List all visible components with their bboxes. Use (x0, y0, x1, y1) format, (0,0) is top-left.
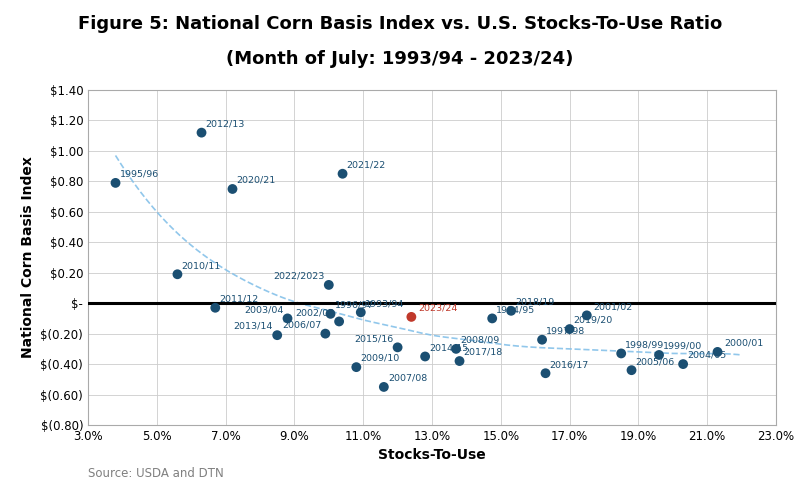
Point (281, 314, 294, 322)
Text: 2001/02: 2001/02 (594, 302, 633, 311)
Text: 2012/13: 2012/13 (206, 120, 245, 128)
Point (271, 331, 284, 339)
Text: 2011/12: 2011/12 (219, 294, 258, 304)
Point (350, 363, 362, 371)
Text: 2002/03: 2002/03 (295, 308, 335, 318)
Point (653, 351, 666, 359)
Point (580, 312, 593, 320)
Text: 2017/18: 2017/18 (464, 348, 503, 357)
Text: 2006/07: 2006/07 (282, 320, 321, 330)
Text: 2013/14: 2013/14 (234, 322, 273, 331)
Text: 2008/09: 2008/09 (460, 336, 499, 344)
Text: 2003/04: 2003/04 (244, 305, 283, 314)
Point (614, 350, 627, 358)
Text: 1998/99: 1998/99 (626, 340, 665, 349)
Text: 2010/11: 2010/11 (182, 261, 221, 270)
Text: 2020/21: 2020/21 (237, 176, 276, 185)
Point (226, 185, 239, 193)
Point (563, 325, 576, 333)
Point (677, 360, 690, 368)
Point (195, 128, 208, 136)
Text: 2022/2023: 2022/2023 (274, 272, 325, 280)
Point (539, 369, 552, 377)
Point (354, 308, 367, 316)
Text: 1996/97: 1996/97 (334, 300, 374, 310)
Point (711, 348, 724, 356)
Point (536, 336, 549, 344)
X-axis label: Stocks-To-Use: Stocks-To-Use (378, 448, 486, 462)
Text: 1999/00: 1999/00 (663, 342, 702, 351)
Text: 2019/20: 2019/20 (574, 316, 613, 325)
Text: 2007/08: 2007/08 (388, 374, 427, 383)
Text: 2005/06: 2005/06 (636, 357, 675, 366)
Point (453, 357, 466, 365)
Text: 2023/24: 2023/24 (418, 304, 458, 312)
Point (333, 318, 346, 326)
Point (450, 345, 462, 353)
Y-axis label: National Corn Basis Index: National Corn Basis Index (21, 156, 35, 358)
Point (319, 330, 332, 338)
Point (625, 366, 638, 374)
Point (171, 270, 184, 278)
Text: 2014/15: 2014/15 (430, 344, 469, 352)
Text: 1995/96: 1995/96 (120, 170, 159, 178)
Text: 2015/16: 2015/16 (354, 334, 394, 343)
Text: Figure 5: National Corn Basis Index vs. U.S. Stocks-To-Use Ratio: Figure 5: National Corn Basis Index vs. … (78, 15, 722, 33)
Text: 1997/98: 1997/98 (546, 326, 586, 336)
Point (378, 383, 390, 391)
Text: 2021/22: 2021/22 (346, 160, 386, 170)
Point (405, 313, 418, 321)
Text: 1993/94: 1993/94 (365, 299, 404, 308)
Point (486, 314, 498, 322)
Point (418, 352, 431, 360)
Point (336, 170, 349, 178)
Text: 2009/10: 2009/10 (361, 354, 400, 363)
Text: 2018/19: 2018/19 (515, 298, 554, 306)
Text: 2004/05: 2004/05 (687, 351, 726, 360)
Point (324, 310, 337, 318)
Text: 2000/01: 2000/01 (725, 338, 764, 347)
Text: Source: USDA and DTN: Source: USDA and DTN (88, 467, 224, 480)
Text: 2016/17: 2016/17 (550, 360, 589, 369)
Point (391, 344, 404, 351)
Point (322, 281, 335, 289)
Point (209, 304, 222, 312)
Point (109, 179, 122, 187)
Text: 1994/95: 1994/95 (496, 305, 536, 314)
Text: (Month of July: 1993/94 - 2023/24): (Month of July: 1993/94 - 2023/24) (226, 50, 574, 68)
Point (505, 307, 518, 315)
